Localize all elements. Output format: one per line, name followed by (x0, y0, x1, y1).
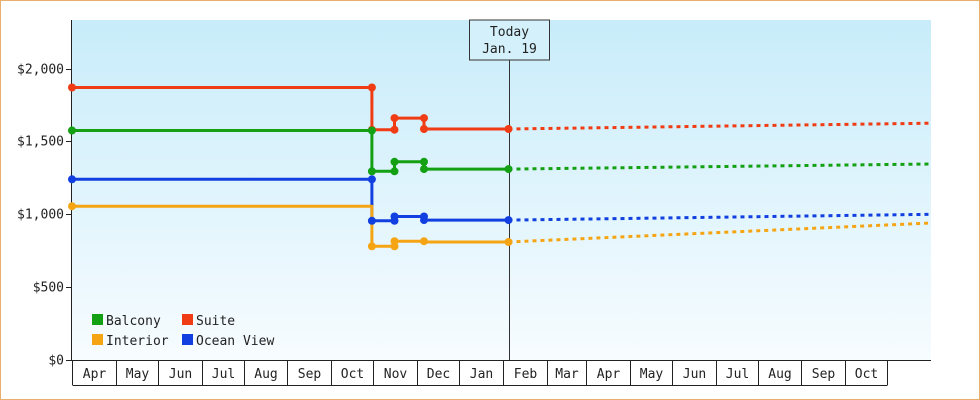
data-point-suite (504, 125, 513, 133)
legend-label: Ocean View (196, 334, 274, 349)
legend-swatch (92, 314, 103, 325)
data-point-balcony (390, 167, 399, 176)
y-tick-label: $2,000 (17, 63, 64, 78)
month-label: Jul (726, 367, 749, 382)
data-point-balcony (420, 165, 428, 174)
legend-swatch (182, 314, 193, 325)
forecast-line-suite (508, 121, 932, 131)
data-point-interior (390, 237, 399, 246)
data-point-ocean-view (367, 175, 376, 184)
forecast-line-ocean-view (508, 212, 932, 222)
data-point-ocean-view (367, 216, 376, 225)
plot-background (72, 20, 931, 360)
data-point-balcony (504, 165, 513, 174)
today-box (469, 19, 550, 61)
month-label: Aug (254, 367, 277, 382)
data-point-suite (420, 125, 428, 133)
data-point-interior (68, 202, 76, 211)
data-point-balcony (367, 126, 376, 135)
month-label: Apr (83, 367, 107, 382)
data-point-interior (367, 242, 376, 251)
month-label: Nov (384, 367, 408, 382)
data-point-balcony (367, 167, 376, 176)
month-label: Oct (855, 367, 878, 382)
data-point-suite (390, 114, 399, 123)
legend-label: Suite (196, 314, 235, 329)
data-point-suite (68, 83, 76, 92)
month-label: Dec (427, 367, 450, 382)
data-point-ocean-view (420, 216, 428, 225)
month-label: Sep (298, 367, 322, 382)
data-point-suite (390, 125, 399, 134)
data-point-suite (420, 114, 428, 123)
month-label: Feb (514, 367, 538, 382)
y-tick-label: $500 (33, 281, 64, 296)
month-label: Oct (341, 367, 364, 382)
month-label: Jan (470, 367, 493, 382)
y-tick-label: $1,000 (17, 208, 64, 223)
month-label: May (640, 367, 664, 382)
legend-label: Balcony (106, 314, 161, 329)
legend-label: Interior (106, 334, 169, 349)
month-label: Jun (169, 367, 192, 382)
month-label: May (126, 367, 150, 382)
data-point-ocean-view (504, 216, 513, 225)
month-label: Jul (212, 367, 235, 382)
month-label: Jun (683, 367, 706, 382)
month-label: Apr (597, 367, 621, 382)
month-label: Aug (768, 367, 791, 382)
forecast-line-balcony (508, 162, 932, 171)
y-tick-label: $0 (48, 354, 64, 369)
legend-swatch (182, 334, 193, 345)
data-point-balcony (420, 157, 428, 166)
legend-swatch (92, 334, 103, 345)
data-point-balcony (68, 126, 76, 135)
data-point-interior (504, 238, 513, 246)
data-point-ocean-view (68, 175, 76, 184)
month-label: Mar (555, 367, 579, 382)
month-label: Sep (812, 367, 836, 382)
today-date-label: Jan. 19 (482, 42, 537, 57)
data-point-interior (420, 237, 428, 246)
forecast-line-interior (508, 221, 932, 244)
data-point-ocean-view (390, 212, 399, 221)
data-point-suite (367, 83, 376, 92)
data-point-balcony (390, 157, 399, 166)
today-label: Today (490, 25, 529, 40)
y-tick-label: $1,500 (17, 135, 64, 150)
